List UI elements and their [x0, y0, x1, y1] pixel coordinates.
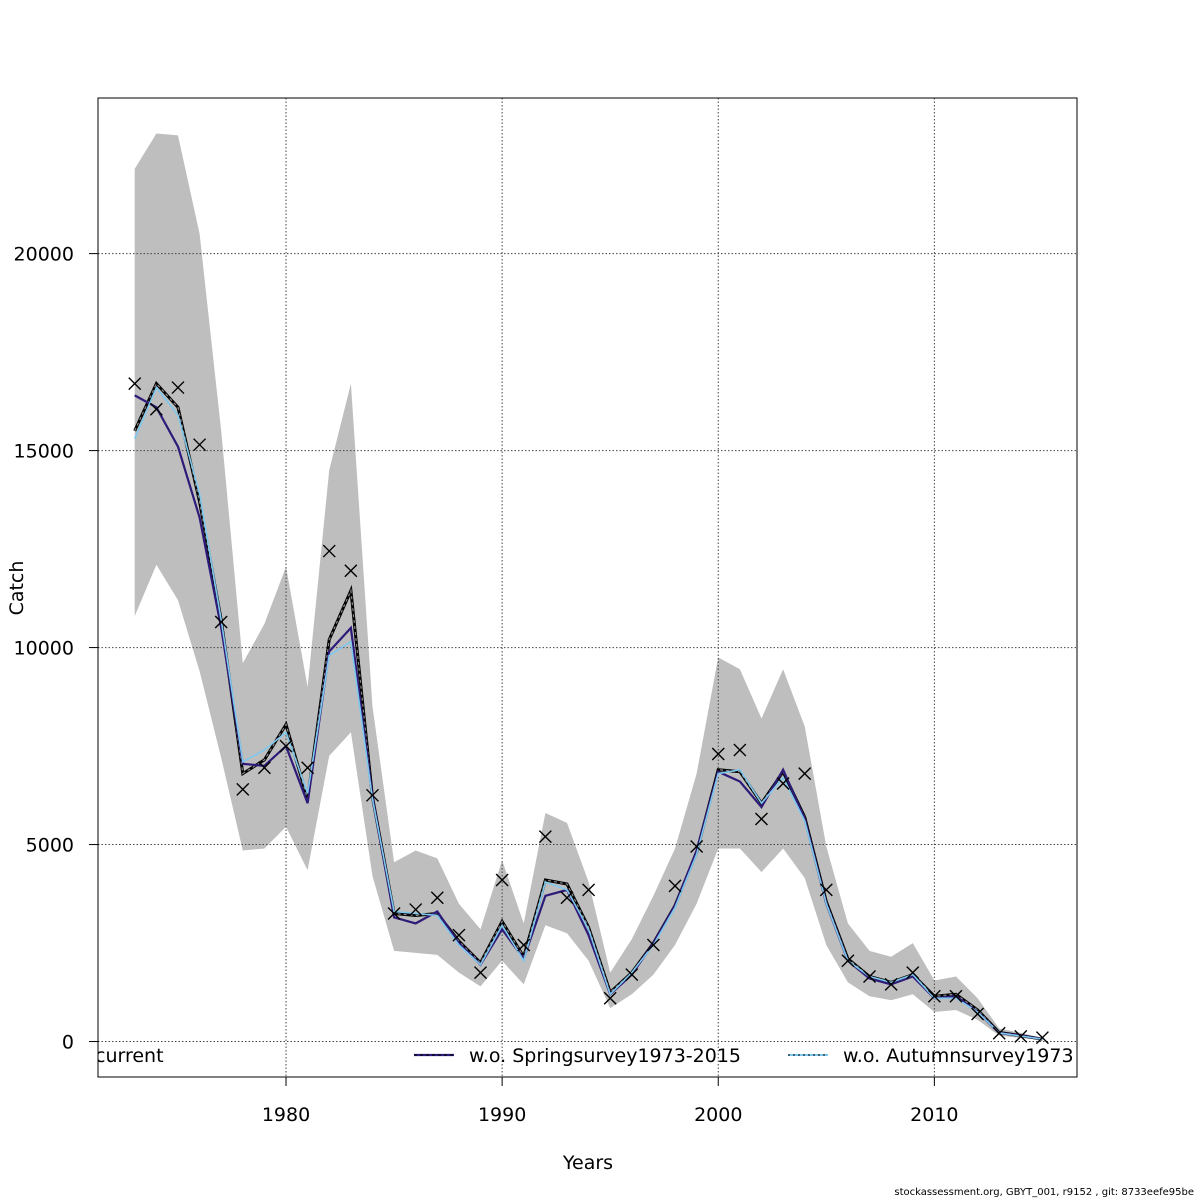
observed-point: [690, 840, 704, 854]
observed-point: [906, 966, 920, 980]
observed-point: [365, 788, 379, 802]
observed-point: [128, 377, 142, 391]
observed-point: [668, 879, 682, 893]
grid: [98, 98, 1077, 1077]
observed-point: [257, 761, 271, 775]
y-tick-label: 15000: [14, 441, 74, 463]
observed-point: [409, 903, 423, 917]
x-tick-label: 1990: [478, 1104, 526, 1126]
observed-point: [582, 883, 596, 897]
observed-point: [884, 977, 898, 991]
plot-frame: [97, 97, 1078, 1078]
x-axis-label: Years: [562, 1152, 613, 1174]
observed-point: [171, 381, 185, 395]
observed-point: [387, 907, 401, 920]
observed-point: [646, 938, 660, 952]
observed-point: [754, 812, 768, 826]
band-area: [134, 133, 1043, 1040]
legend: current w.o. Springsurvey1973-2015 w.o. Au…: [95, 1045, 1074, 1067]
observed-points: [128, 377, 1049, 1045]
observed-point: [841, 954, 855, 968]
y-tick-label: 20000: [14, 244, 74, 266]
observed-point: [711, 747, 725, 761]
y-tick-label: 5000: [26, 835, 74, 857]
x-tick-label: 1980: [262, 1104, 310, 1126]
x-tick-label: 2000: [694, 1104, 742, 1126]
observed-point: [603, 991, 617, 1005]
y-axis: 0 5000 10000 15000 20000: [14, 244, 98, 1054]
observed-point: [344, 564, 358, 578]
observed-point: [776, 777, 790, 790]
observed-point: [517, 938, 531, 952]
observed-point: [992, 1026, 1006, 1040]
observed-point: [214, 615, 228, 629]
series-line-autumn: [133, 386, 1043, 1040]
x-axis: 1980 1990 2000 2010: [262, 1077, 959, 1126]
confidence-band: [134, 133, 1043, 1040]
observed-point: [733, 743, 747, 757]
y-axis-label: Catch: [6, 561, 28, 616]
footer-credit: stockassessment.org, GBYT_001, r9152 , g…: [894, 1187, 1194, 1198]
observed-point: [149, 402, 163, 416]
observed-point: [798, 767, 812, 781]
observed-point: [1035, 1031, 1049, 1045]
legend-label-autumn: w.o. Autumnsurvey1973: [843, 1045, 1074, 1067]
observed-point: [193, 438, 207, 452]
y-tick-label: 10000: [14, 638, 74, 660]
observed-point: [322, 544, 336, 558]
observed-point: [625, 968, 639, 982]
observed-point: [538, 830, 552, 844]
observed-point: [1014, 1029, 1028, 1043]
observed-point: [927, 989, 941, 1003]
observed-point: [452, 928, 466, 942]
observed-point: [474, 966, 488, 980]
observed-point: [301, 761, 315, 775]
observed-point: [819, 883, 833, 897]
observed-point: [495, 873, 509, 887]
observed-point: [949, 989, 963, 1003]
x-tick-label: 2010: [910, 1104, 958, 1126]
observed-point: [430, 891, 444, 905]
observed-point: [279, 739, 293, 753]
observed-point: [971, 1007, 985, 1021]
y-tick-label: 0: [62, 1032, 74, 1054]
series-line-current-overlay: [134, 382, 1043, 1040]
observed-point: [863, 970, 877, 984]
legend-label-spring: w.o. Springsurvey1973-2015: [469, 1045, 741, 1067]
observed-point: [236, 782, 250, 796]
observed-point: [560, 891, 574, 905]
legend-label-current: current: [95, 1045, 164, 1067]
